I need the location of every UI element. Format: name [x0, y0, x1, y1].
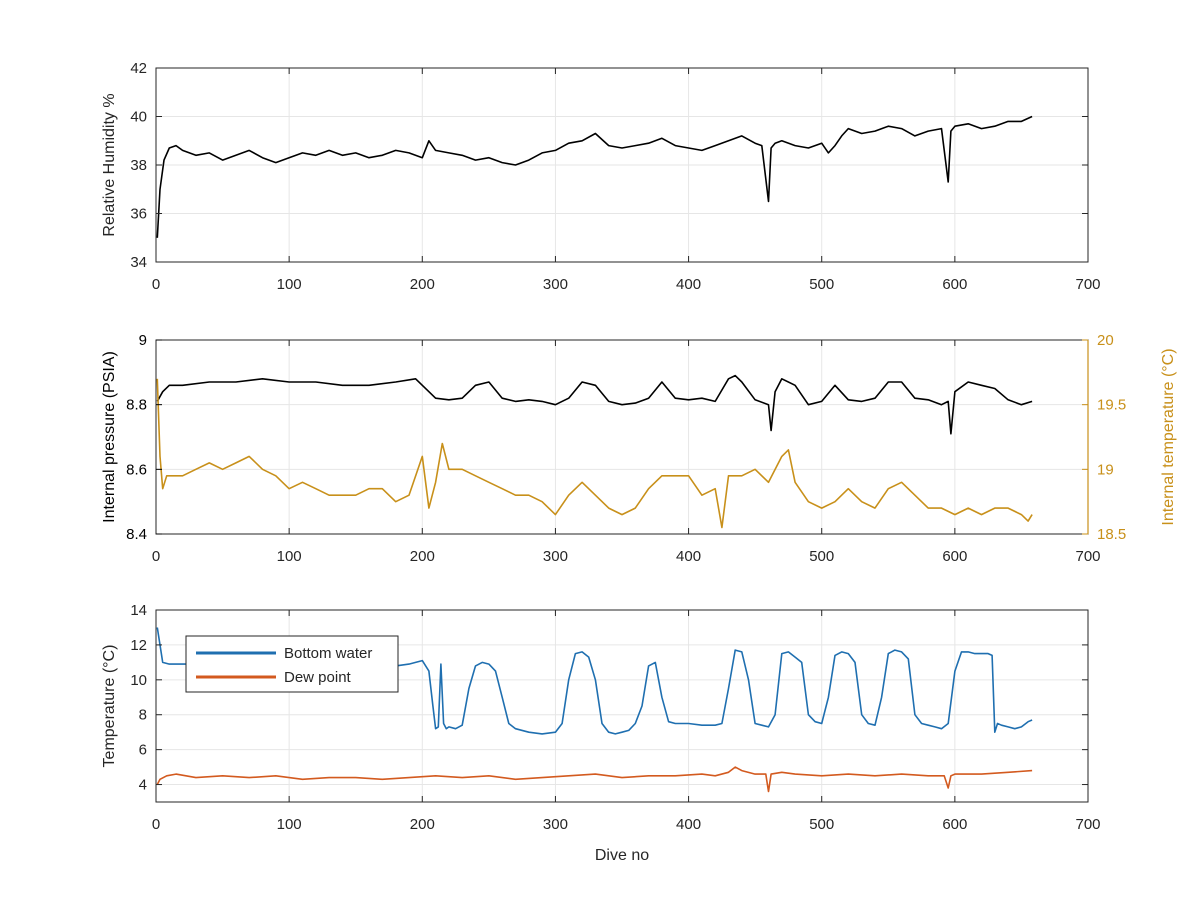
y-tick-label: 40	[130, 109, 147, 126]
x-tick-label: 600	[942, 276, 967, 293]
water-dewpoint-panel: 0 100 200 300 400 500 600 700 4 6 8 10 12 14 Temperatu…	[101, 602, 1101, 833]
x-tick-label: 700	[1075, 548, 1100, 565]
series-line-bottom-water	[156, 627, 1033, 735]
series-line-main-0	[156, 115, 1033, 238]
y-tick-label: 8.8	[126, 397, 147, 414]
series-line-left-0	[156, 374, 1033, 435]
x-axis-label: Dive no	[595, 847, 649, 864]
y-tick-label: 42	[130, 60, 147, 77]
y-tick-label: 14	[130, 602, 147, 619]
y-tick-label: 8	[139, 707, 147, 724]
x-tick-label: 100	[277, 816, 302, 833]
y2-tick-label: 20	[1097, 332, 1114, 349]
y-tick-label: 9	[139, 332, 147, 349]
x-tick-label: 0	[152, 276, 160, 293]
legend-label: Bottom water	[284, 645, 372, 662]
x-tick-label: 100	[277, 548, 302, 565]
y-tick-label: 12	[130, 637, 147, 654]
x-tick-label: 200	[410, 548, 435, 565]
x-tick-label: 400	[676, 548, 701, 565]
x-tick-label: 500	[809, 276, 834, 293]
legend-box	[185, 635, 399, 693]
x-tick-label: 300	[543, 816, 568, 833]
legend: Bottom water Dew point	[185, 635, 399, 693]
series-line-right-1	[156, 378, 1033, 529]
y-tick-label: 8.4	[126, 526, 147, 543]
y2-tick-label: 18.5	[1097, 526, 1126, 543]
x-tick-label: 0	[152, 548, 160, 565]
x-tick-label: 600	[942, 548, 967, 565]
series-line-dew-point	[156, 766, 1033, 793]
y-tick-label: 4	[139, 777, 147, 794]
x-tick-label: 400	[676, 276, 701, 293]
x-tick-label: 500	[809, 816, 834, 833]
y-axis-label: Relative Humidity %	[101, 93, 118, 236]
y-tick-label: 10	[130, 672, 147, 689]
y-tick-label: 38	[130, 157, 147, 174]
y2-tick-label: 19	[1097, 461, 1114, 478]
y-tick-label: 34	[130, 254, 147, 271]
plot-area	[156, 340, 1088, 534]
x-tick-label: 300	[543, 276, 568, 293]
y-tick-label: 8.6	[126, 461, 147, 478]
x-tick-label: 200	[410, 276, 435, 293]
legend-label: Dew point	[284, 669, 352, 686]
y-tick-label: 36	[130, 206, 147, 223]
x-tick-label: 700	[1075, 816, 1100, 833]
pressure-temperature-panel: 0 100 200 300 400 500 600 700 8.4 8.6 8.8 9 18.5 19 19…	[101, 332, 1177, 565]
x-tick-label: 300	[543, 548, 568, 565]
y2-tick-label: 19.5	[1097, 397, 1126, 414]
x-tick-label: 500	[809, 548, 834, 565]
x-tick-label: 400	[676, 816, 701, 833]
humidity-panel: 0 100 200 300 400 500 600 700 34 36 38 40 42 Relative…	[101, 60, 1101, 293]
y2-axis-label: Internal temperature (°C)	[1160, 348, 1177, 525]
x-tick-label: 700	[1075, 276, 1100, 293]
axes-box	[155, 609, 1089, 803]
y-axis-label: Internal pressure (PSIA)	[101, 351, 118, 523]
x-tick-label: 200	[410, 816, 435, 833]
x-tick-label: 0	[152, 816, 160, 833]
y-tick-label: 6	[139, 742, 147, 759]
x-tick-label: 600	[942, 816, 967, 833]
y-axis-label: Temperature (°C)	[101, 645, 118, 768]
x-tick-label: 100	[277, 276, 302, 293]
